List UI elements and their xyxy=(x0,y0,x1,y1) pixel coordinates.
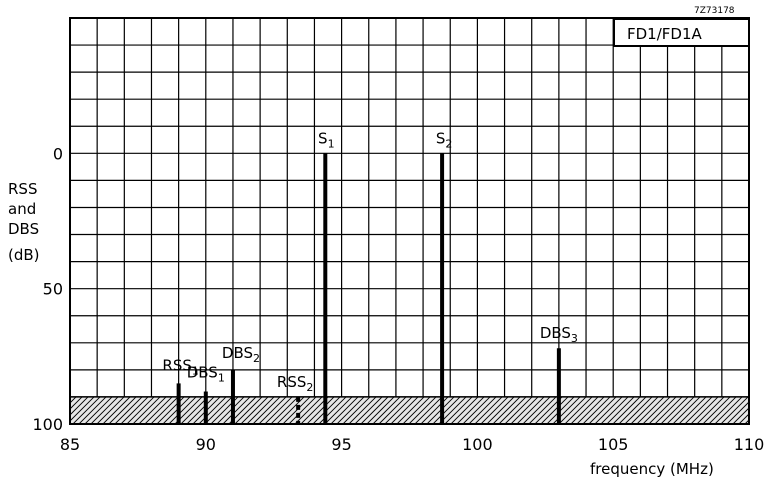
figure-reference: 7Z73178 xyxy=(694,6,735,16)
x-tick-label: 90 xyxy=(196,435,216,454)
spectral-line-label: DBS2 xyxy=(222,344,260,365)
spectral-line-label: RSS1 xyxy=(162,356,198,377)
y-axis-label-line-4: (dB) xyxy=(8,246,40,264)
y-tick-label: 100 xyxy=(32,415,63,434)
spectral-line-label: DBS3 xyxy=(540,324,578,345)
x-tick-label: 105 xyxy=(598,435,629,454)
spectral-line-label: RSS2 xyxy=(277,373,313,394)
shaded-noise-band xyxy=(70,396,749,424)
y-axis-label-line-3: DBS xyxy=(8,220,39,238)
spectral-line-label: S1 xyxy=(318,129,335,150)
x-tick-label: 85 xyxy=(60,435,80,454)
plot-frame xyxy=(69,17,750,425)
y-axis-label-line-2: and xyxy=(8,200,36,218)
panel-tag: FD1/FD1A xyxy=(627,25,702,43)
spectral-lines xyxy=(176,153,561,424)
x-tick-label: 100 xyxy=(462,435,493,454)
x-axis-label: frequency (MHz) xyxy=(590,460,714,478)
x-tick-label: 95 xyxy=(331,435,351,454)
panel-tag-box xyxy=(613,18,750,47)
y-axis-label-line-1: RSS xyxy=(8,180,37,198)
x-tick-label: 110 xyxy=(734,435,765,454)
spectral-line-label: DBS1 xyxy=(187,364,225,385)
x-tick-labels: 85 90 95 100 105 110 xyxy=(60,435,764,454)
y-tick-label: 0 xyxy=(53,144,63,163)
y-tick-label: 50 xyxy=(43,280,63,299)
band-hatching xyxy=(70,396,749,424)
y-tick-labels: 0 50 100 xyxy=(32,144,63,434)
